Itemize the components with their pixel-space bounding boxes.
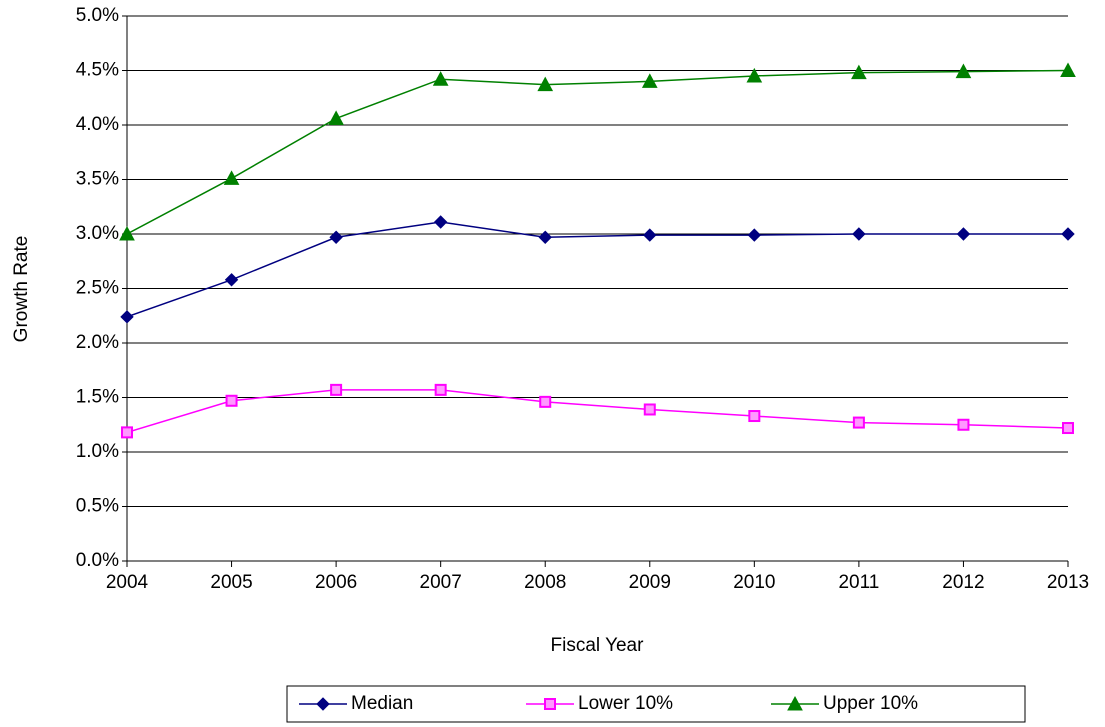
marker <box>434 383 447 396</box>
marker <box>747 228 762 242</box>
marker <box>955 63 972 79</box>
legend-marker <box>544 698 556 710</box>
marker <box>643 228 657 242</box>
y-tick-label: 2.0% <box>76 332 119 353</box>
marker <box>329 230 343 244</box>
marker <box>224 273 239 287</box>
legend-label: Upper 10% <box>823 693 918 714</box>
marker <box>748 410 761 423</box>
y-tick-label: 3.0% <box>76 223 119 244</box>
y-axis-title: Growth Rate <box>11 236 32 343</box>
x-tick-label: 2011 <box>838 572 879 593</box>
marker <box>643 403 656 416</box>
series-line <box>126 69 1069 235</box>
marker <box>746 67 763 83</box>
y-tick-label: 0.0% <box>76 550 119 571</box>
y-tick-label: 2.5% <box>76 278 119 299</box>
x-tick-label: 2008 <box>524 572 566 593</box>
series-line <box>126 221 1068 318</box>
marker <box>433 215 448 229</box>
marker <box>328 110 344 125</box>
marker <box>1060 62 1076 77</box>
y-tick-label: 1.5% <box>76 387 119 408</box>
marker <box>641 73 658 88</box>
x-tick-label: 2004 <box>106 572 149 593</box>
marker <box>223 170 240 185</box>
x-tick-label: 2005 <box>210 572 252 593</box>
legend-marker <box>787 695 803 711</box>
marker <box>1062 422 1074 435</box>
marker <box>851 64 867 80</box>
y-tick-label: 4.0% <box>76 114 119 135</box>
x-tick-label: 2013 <box>1047 572 1089 593</box>
x-axis-title: Fiscal Year <box>551 635 645 656</box>
marker <box>852 227 866 241</box>
marker <box>537 76 554 92</box>
y-tick-label: 3.5% <box>76 169 119 190</box>
marker <box>330 383 343 396</box>
marker <box>225 394 238 407</box>
y-tick-label: 5.0% <box>76 5 119 26</box>
x-tick-label: 2007 <box>420 572 462 593</box>
marker <box>539 395 552 408</box>
marker <box>852 416 865 429</box>
marker <box>120 310 134 324</box>
series-line <box>126 389 1069 434</box>
legend-marker <box>316 697 330 711</box>
x-tick-label: 2009 <box>629 572 671 593</box>
marker <box>538 230 552 244</box>
y-tick-label: 4.5% <box>76 60 119 81</box>
marker <box>432 71 449 86</box>
y-tick-label: 1.0% <box>76 441 119 462</box>
legend-box <box>286 685 1026 723</box>
legend-label: Median <box>351 693 413 714</box>
y-tick-label: 0.5% <box>76 496 119 517</box>
marker <box>119 225 135 241</box>
marker <box>956 227 971 241</box>
marker <box>957 418 970 431</box>
marker <box>121 426 133 439</box>
x-tick-label: 2006 <box>315 572 357 593</box>
legend-label: Lower 10% <box>578 693 673 714</box>
x-tick-label: 2010 <box>733 572 775 593</box>
x-tick-label: 2012 <box>942 572 984 593</box>
marker <box>1061 227 1075 241</box>
